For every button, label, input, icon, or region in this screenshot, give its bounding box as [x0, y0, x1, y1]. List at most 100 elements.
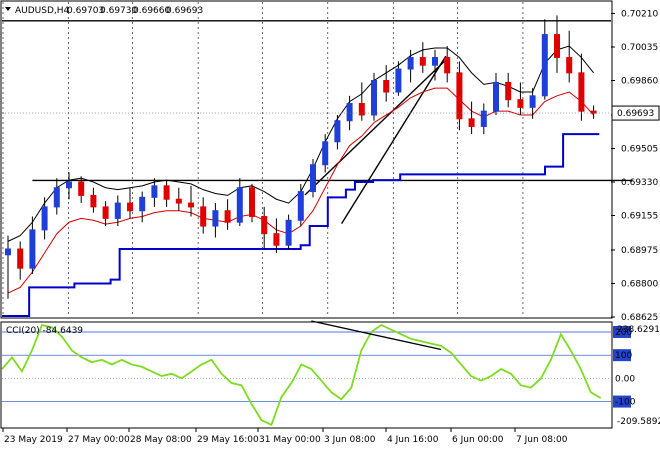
candle-body [175, 198, 182, 204]
price-tick-label: 0.70035 [621, 43, 658, 53]
candle-body [78, 181, 85, 196]
chart-title: AUDUSD,H4 0.69703 0.69730 0.69660 0.6969… [5, 6, 203, 16]
candle-body [17, 248, 24, 269]
time-tick-label: 3 Jun 08:00 [324, 435, 376, 445]
candle-body [395, 68, 402, 93]
candle-body [273, 233, 280, 246]
current-price-box [611, 105, 660, 121]
time-tick-label: 4 Jun 16:00 [387, 435, 439, 445]
price-tick-label: 0.70210 [621, 9, 658, 19]
cci-level-box [613, 395, 631, 408]
cci-series [1, 320, 602, 427]
candle-body [249, 187, 255, 217]
price-tick-label: 0.69155 [621, 212, 658, 222]
cci-level-label: 0.00 [615, 374, 635, 384]
candle-body [371, 80, 377, 116]
price-axis: 0.702100.700350.698600.696800.695050.693… [611, 9, 660, 323]
cci-level-label: 200 [615, 328, 632, 338]
candle-body [297, 191, 304, 221]
candle-body [554, 34, 560, 59]
price-tick-label: 0.69330 [621, 178, 658, 188]
price-series [2, 15, 633, 318]
time-tick-label: 7 Jun 08:00 [516, 435, 568, 445]
candle-body [139, 196, 146, 212]
candle-body [346, 102, 353, 122]
time-tick-label: 31 May 00:00 [259, 435, 321, 445]
current-price-label: 0.69693 [617, 109, 654, 119]
candle-body [236, 187, 243, 223]
candle-body [41, 206, 48, 231]
candle-body [224, 210, 231, 223]
cci-axis-label: -209.5892 [617, 417, 660, 427]
chart-low: 0.69660 [133, 6, 170, 16]
candle-body [151, 185, 158, 198]
price-panel-frame [0, 0, 613, 319]
candle-body [419, 57, 426, 66]
candle-body [517, 99, 524, 108]
candle-body [529, 95, 536, 108]
price-tick-label: 0.68800 [621, 279, 658, 289]
cci-line [1, 323, 602, 427]
candle-body [212, 210, 219, 227]
price-tick-label: 0.69860 [621, 77, 658, 87]
time-axis: 23 May 2019 27 May 00:00 28 May 08:00 29 Ma… [2, 428, 568, 445]
price-tick-label: 0.68625 [621, 313, 658, 323]
candle-body [285, 219, 292, 246]
candle-body [5, 248, 11, 256]
chart-close: 0.69693 [166, 6, 203, 16]
time-tick-label: 6 Jun 00:00 [452, 435, 504, 445]
candle-body [578, 72, 585, 112]
cci-axis-label: 238.6291 [617, 325, 660, 335]
price-panel: 0.702100.700350.698600.696800.695050.693… [0, 0, 660, 427]
chart-high: 0.69730 [100, 6, 137, 16]
candle-body [358, 102, 365, 116]
time-tick-label: 28 May 08:00 [130, 435, 192, 445]
time-tick-label: 29 May 16:00 [197, 435, 259, 445]
chart-open: 0.69703 [67, 6, 104, 16]
time-tick-label: 27 May 00:00 [68, 435, 130, 445]
candle-body [114, 202, 121, 219]
wedge-trendline [304, 59, 447, 196]
candle-body [468, 118, 475, 127]
candle-body [541, 34, 548, 97]
candle-body [383, 80, 390, 93]
candle-body [90, 194, 97, 208]
candle-body [200, 206, 207, 227]
candle-body [127, 202, 133, 212]
cci-grid [2, 331, 611, 402]
candle-body [505, 81, 512, 101]
chevron-down-icon[interactable] [5, 7, 11, 11]
candle-body [566, 57, 573, 74]
time-tick-label: 23 May 2019 [4, 435, 63, 445]
chart-symbol: AUDUSD,H4 [15, 6, 70, 16]
candle-body [310, 164, 316, 193]
candle-body [334, 120, 341, 143]
candle-body [188, 202, 194, 208]
cci-level-box [613, 325, 631, 338]
candle-body [407, 57, 414, 70]
cci-level-label: -100 [615, 398, 636, 408]
cci-level-box [613, 349, 631, 362]
candle-body [163, 185, 170, 200]
candle-body [29, 229, 36, 269]
candle-body [261, 215, 268, 235]
wedge-trendline [341, 55, 447, 224]
cci-panel-frame [0, 321, 613, 429]
cci-divergence-line [311, 320, 442, 351]
candle-body [102, 206, 109, 219]
candle-body [322, 141, 329, 166]
candle-body [480, 110, 487, 127]
candle-body [456, 72, 463, 120]
candle-body [53, 187, 60, 208]
candle-body [493, 81, 499, 112]
candle-body [66, 181, 72, 189]
price-tick-label: 0.69505 [621, 144, 658, 154]
cci-level-label: 100 [615, 351, 632, 361]
price-tick-label: 0.68975 [621, 246, 658, 256]
cci-title: CCI(20) -84.6439 [6, 326, 83, 336]
stop-line [2, 133, 600, 318]
candle-body [444, 57, 451, 74]
